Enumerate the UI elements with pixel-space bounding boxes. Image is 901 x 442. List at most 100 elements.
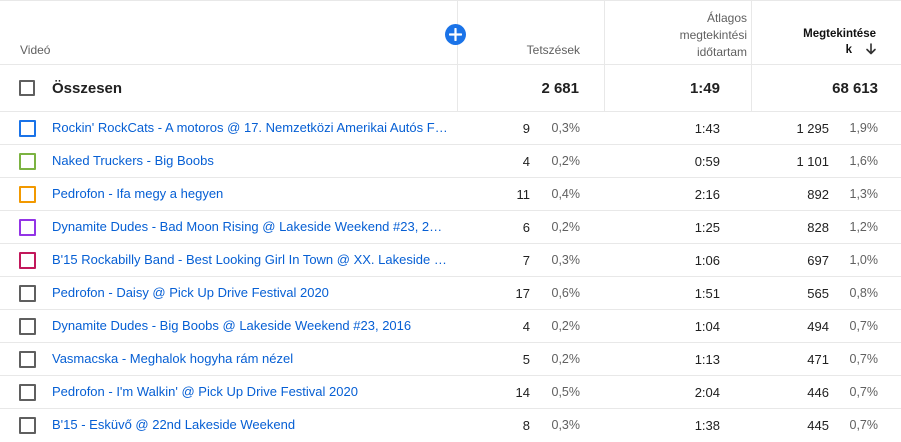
column-header-views[interactable]: Megtekintése k (758, 26, 876, 58)
views-value: 1 101 (796, 154, 829, 169)
likes-percent: 0,2% (551, 154, 581, 168)
views-percent: 0,7% (849, 352, 879, 366)
row-divider (0, 408, 901, 409)
avg-duration-value: 1:04 (694, 319, 720, 334)
views-percent: 1,3% (849, 187, 879, 201)
views-header-line-1: Megtekintése (803, 28, 876, 40)
total-views: 68 613 (832, 80, 878, 97)
video-title-link[interactable]: Pedrofon - I'm Walkin' @ Pick Up Drive F… (52, 384, 358, 399)
likes-value: 4 (522, 154, 530, 169)
video-title-link[interactable]: Dynamite Dudes - Bad Moon Rising @ Lakes… (52, 219, 449, 234)
views-percent: 1,9% (849, 121, 879, 135)
video-title-link[interactable]: B'15 Rockabilly Band - Best Looking Girl… (52, 252, 449, 267)
views-percent: 1,2% (849, 220, 879, 234)
row-divider (0, 342, 901, 343)
table-row: B'15 - Esküvő @ 22nd Lakeside Weekend 8 0,… (0, 409, 901, 442)
table-row: Naked Truckers - Big Boobs 4 0,2% 0:59 1 101… (0, 145, 901, 178)
column-divider (751, 0, 752, 111)
row-checkbox[interactable] (19, 186, 36, 203)
views-value: 446 (807, 385, 829, 400)
row-divider (0, 276, 901, 277)
avg-duration-value: 1:06 (694, 253, 720, 268)
row-divider (0, 177, 901, 178)
avg-duration-value: 2:04 (694, 385, 720, 400)
views-percent: 1,6% (849, 154, 879, 168)
total-divider (0, 111, 901, 112)
likes-value: 8 (522, 418, 530, 433)
likes-percent: 0,3% (551, 121, 581, 135)
likes-value: 5 (522, 352, 530, 367)
views-value: 697 (807, 253, 829, 268)
views-value: 892 (807, 187, 829, 202)
likes-value: 11 (516, 187, 531, 202)
views-percent: 0,7% (849, 385, 879, 399)
avg-header-line-2: megtekintési (679, 28, 747, 42)
total-likes: 2 681 (541, 80, 579, 97)
column-header-likes[interactable]: Tetszések (526, 43, 580, 57)
views-value: 828 (807, 220, 829, 235)
plus-icon (449, 28, 462, 41)
likes-percent: 0,3% (551, 418, 581, 432)
row-divider (0, 144, 901, 145)
likes-value: 9 (522, 121, 530, 136)
avg-duration-value: 1:25 (694, 220, 720, 235)
avg-header-line-1: Átlagos (706, 11, 747, 25)
select-all-checkbox[interactable] (19, 80, 35, 96)
views-percent: 0,7% (849, 319, 879, 333)
row-checkbox[interactable] (19, 120, 36, 137)
row-checkbox[interactable] (19, 417, 36, 434)
likes-percent: 0,2% (551, 319, 581, 333)
avg-duration-value: 1:13 (694, 352, 720, 367)
total-avg-duration: 1:49 (689, 80, 720, 97)
row-divider (0, 375, 901, 376)
column-header-video[interactable]: Videó (20, 43, 51, 57)
video-title-link[interactable]: B'15 - Esküvő @ 22nd Lakeside Weekend (52, 417, 296, 432)
views-value: 494 (807, 319, 829, 334)
row-checkbox[interactable] (19, 351, 36, 368)
views-value: 565 (807, 286, 829, 301)
row-checkbox[interactable] (19, 384, 36, 401)
views-value: 1 295 (796, 121, 829, 136)
views-percent: 0,8% (849, 286, 879, 300)
video-title-link[interactable]: Dynamite Dudes - Big Boobs @ Lakeside We… (52, 318, 412, 333)
likes-value: 7 (522, 253, 530, 268)
table-row: Pedrofon - I'm Walkin' @ Pick Up Drive F… (0, 376, 901, 409)
video-title-link[interactable]: Rockin' RockCats - A motoros @ 17. Nemze… (52, 120, 449, 135)
views-value: 445 (807, 418, 829, 433)
row-checkbox[interactable] (19, 285, 36, 302)
video-title-link[interactable]: Naked Truckers - Big Boobs (52, 153, 214, 168)
table-row: B'15 Rockabilly Band - Best Looking Girl… (0, 244, 901, 277)
likes-percent: 0,5% (551, 385, 581, 399)
views-value: 471 (807, 352, 829, 367)
likes-percent: 0,2% (551, 352, 581, 366)
row-checkbox[interactable] (19, 318, 36, 335)
row-divider (0, 243, 901, 244)
add-metric-button[interactable] (445, 24, 466, 45)
row-divider (0, 210, 901, 211)
avg-duration-value: 1:43 (694, 121, 720, 136)
avg-duration-value: 1:51 (694, 286, 720, 301)
row-divider (0, 309, 901, 310)
column-header-avg-view-duration[interactable]: Átlagos megtekintési időtartam (610, 10, 747, 61)
views-header-line-2: k (845, 44, 852, 56)
row-checkbox[interactable] (19, 252, 36, 269)
views-percent: 0,7% (849, 418, 879, 432)
likes-value: 17 (515, 286, 530, 301)
row-checkbox[interactable] (19, 219, 36, 236)
table-row: Vasmacska - Meghalok hogyha rám nézel 5 0,… (0, 343, 901, 376)
avg-duration-value: 0:59 (694, 154, 720, 169)
likes-percent: 0,2% (551, 220, 581, 234)
arrow-down-icon[interactable] (864, 42, 878, 56)
table-row: Dynamite Dudes - Bad Moon Rising @ Lakes… (0, 211, 901, 244)
table-row: Pedrofon - Daisy @ Pick Up Drive Festiva… (0, 277, 901, 310)
likes-percent: 0,4% (551, 187, 581, 201)
avg-header-line-3: időtartam (696, 45, 747, 59)
row-checkbox[interactable] (19, 153, 36, 170)
video-title-link[interactable]: Vasmacska - Meghalok hogyha rám nézel (52, 351, 294, 366)
likes-value: 14 (515, 385, 530, 400)
likes-percent: 0,3% (551, 253, 581, 267)
likes-value: 6 (522, 220, 530, 235)
video-title-link[interactable]: Pedrofon - Ifa megy a hegyen (52, 186, 224, 201)
video-title-link[interactable]: Pedrofon - Daisy @ Pick Up Drive Festiva… (52, 285, 329, 300)
